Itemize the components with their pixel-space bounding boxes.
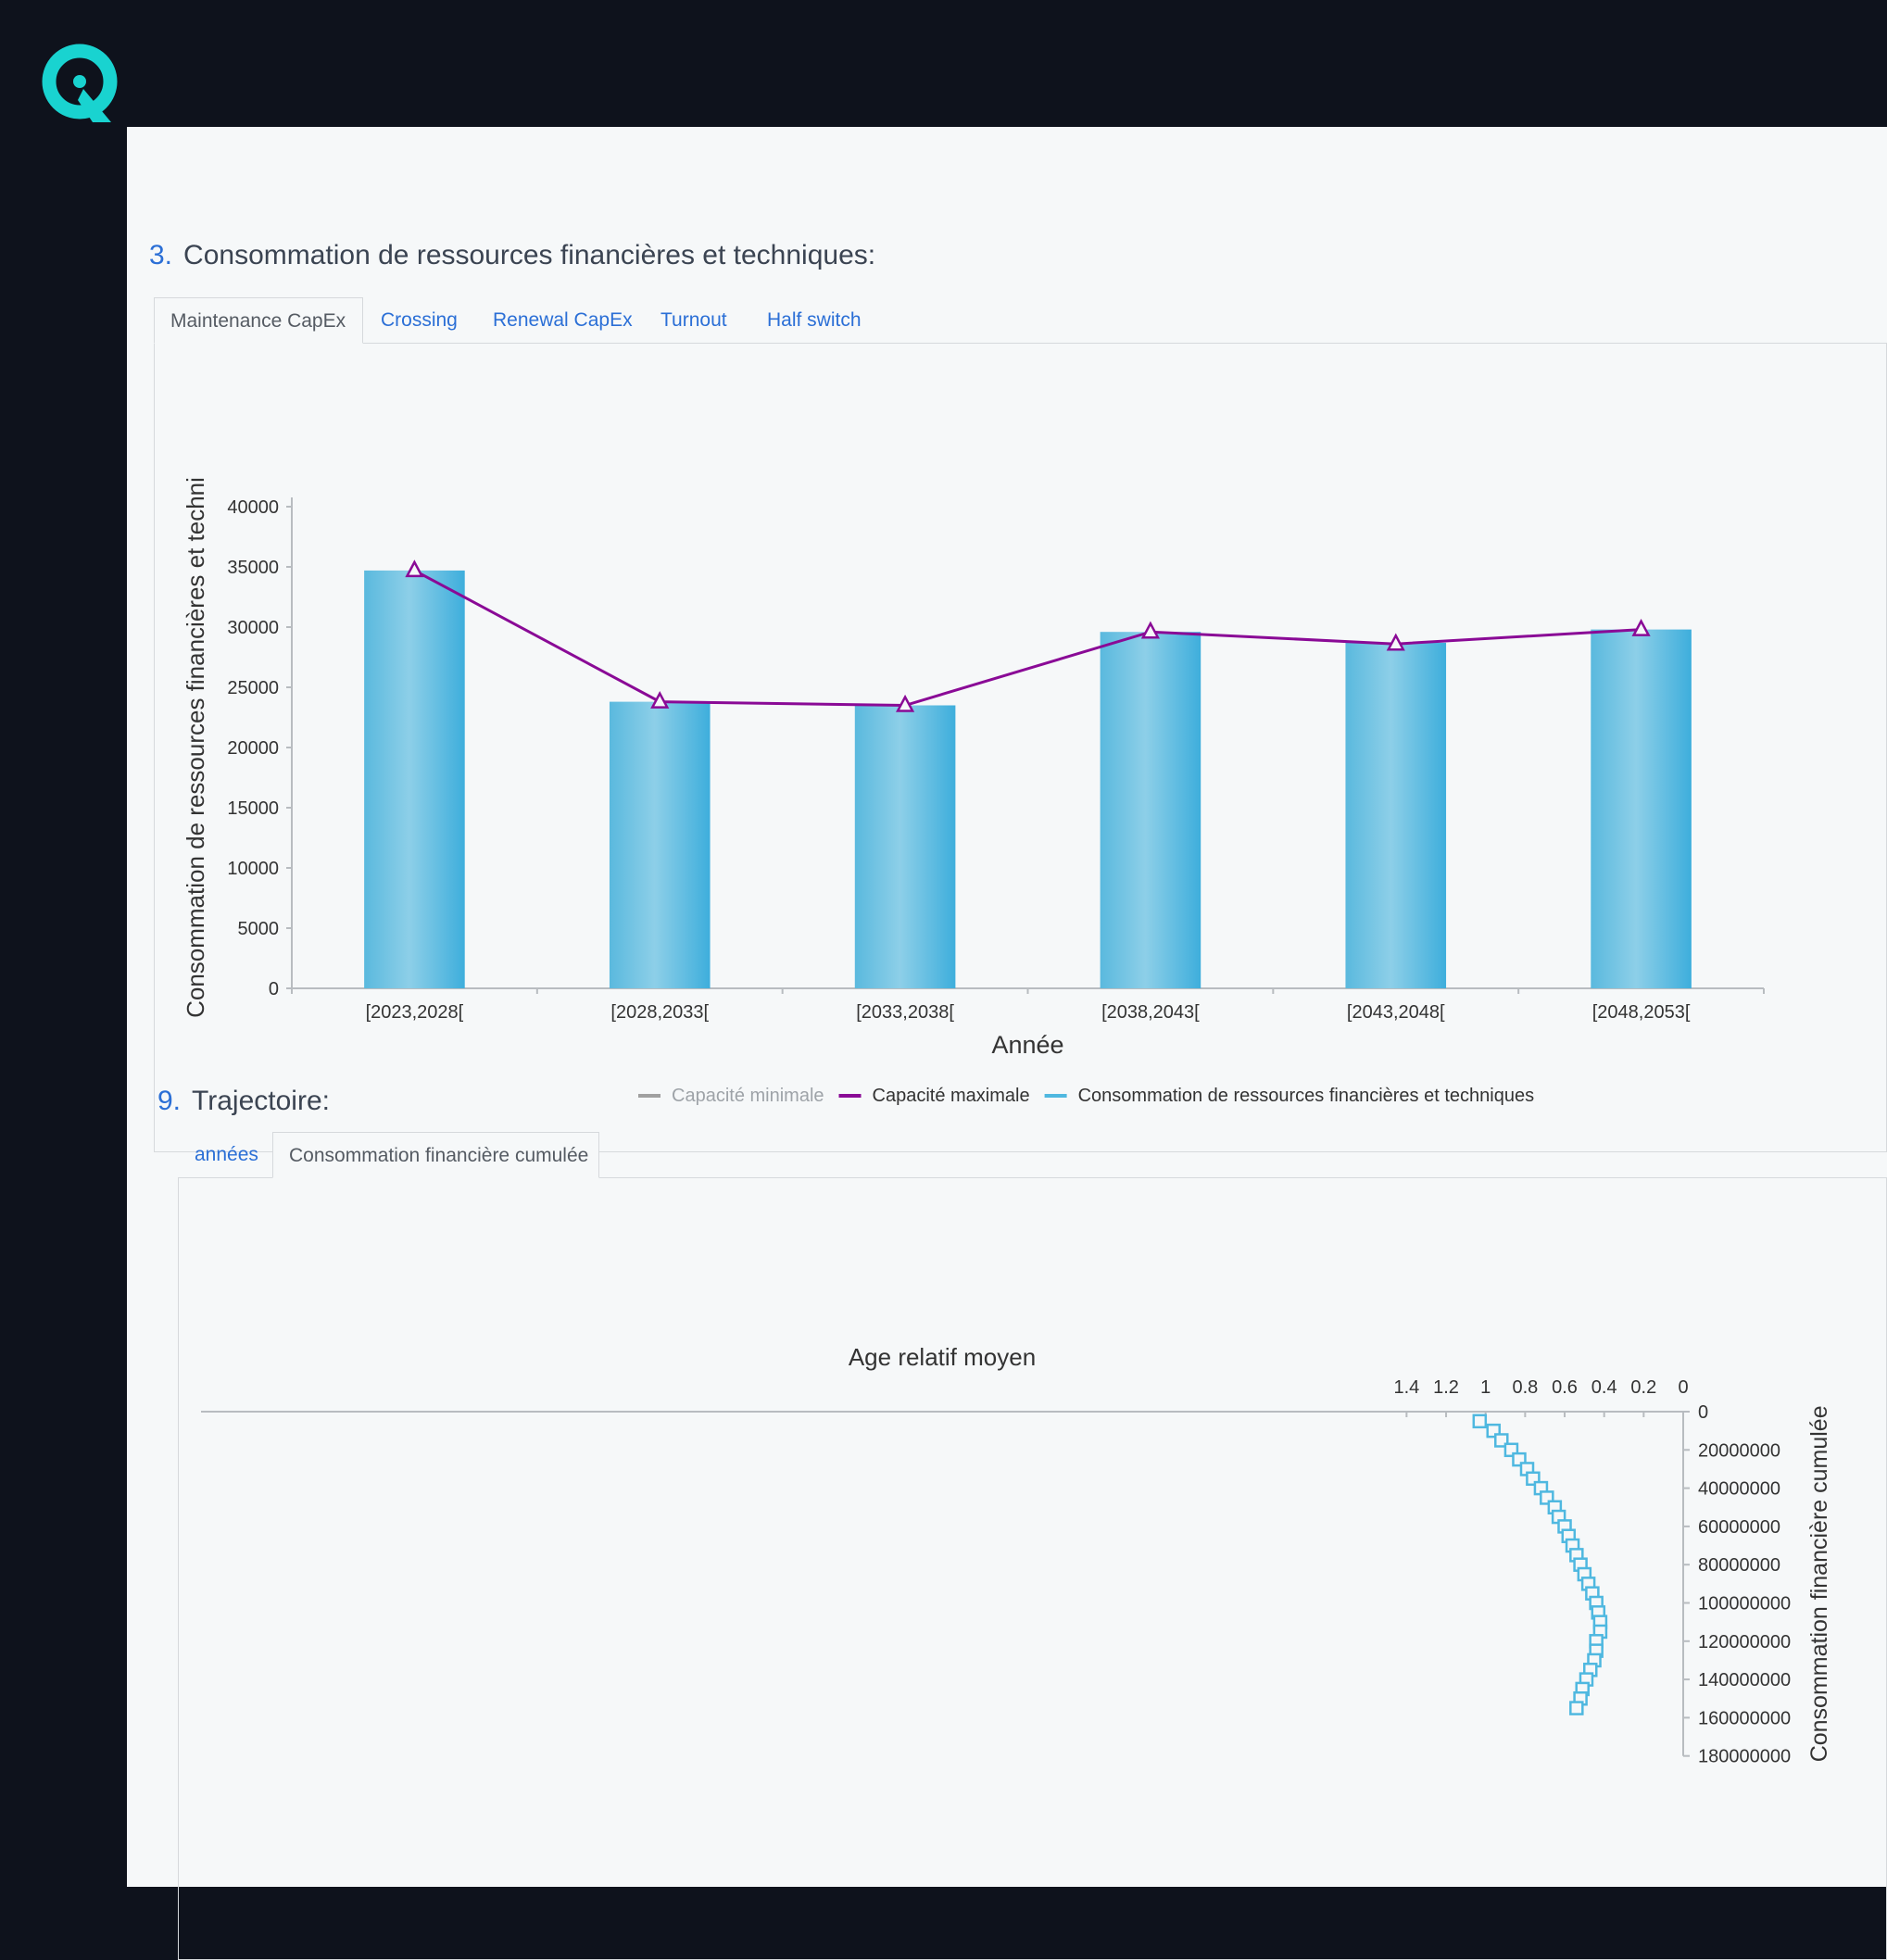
y-tick-label: 100000000 <box>1698 1594 1791 1614</box>
y-tick-label: 35000 <box>227 558 279 578</box>
tab-consommation-cumulee[interactable]: Consommation financière cumulée <box>272 1132 599 1178</box>
scatter-point <box>1472 1413 1488 1429</box>
y-tick-label: 10000 <box>227 859 279 879</box>
y-tick-label: 160000000 <box>1698 1708 1791 1728</box>
line-point-marker <box>650 690 670 709</box>
content-panel: 3. Consommation de ressources financières… <box>127 127 1887 1960</box>
q-logo-icon <box>42 44 118 122</box>
tab-maintenance-capex[interactable]: Maintenance CapEx <box>154 297 363 344</box>
x-axis-title: Age relatif moyen <box>849 1343 1036 1371</box>
tab-crossing[interactable]: Crossing <box>381 309 458 331</box>
bar <box>1591 629 1692 988</box>
tab-renewal-capex[interactable]: Renewal CapEx <box>493 309 633 331</box>
y-tick-label: 0 <box>269 979 279 999</box>
capacite-maximale-line <box>413 569 1642 708</box>
x-tick-label: [2038,2043[ <box>1101 1002 1200 1023</box>
line-point-marker <box>1140 621 1160 639</box>
section-title: 3. Consommation de ressources financières… <box>149 240 875 271</box>
y-tick-label: 20000 <box>227 738 279 759</box>
y-tick-label: 180000000 <box>1698 1747 1791 1767</box>
x-tick-label: [2028,2033[ <box>610 1002 709 1023</box>
y-axis-title: Consommation financière cumulée <box>1806 1405 1832 1762</box>
x-tick-label: [2023,2028[ <box>366 1002 464 1023</box>
legend-label: Capacité minimale <box>672 1086 824 1106</box>
y-tick-label: 0 <box>1698 1402 1708 1423</box>
bar <box>1345 642 1447 988</box>
tab-bar-capex: Maintenance CapEx Crossing Renewal CapEx… <box>154 297 1887 344</box>
section-number: 3. <box>149 240 173 270</box>
x-tick-label: [2033,2038[ <box>856 1002 954 1023</box>
y-tick-label: 25000 <box>227 678 279 698</box>
x-axis-title: Année <box>991 1031 1063 1059</box>
y-tick-label: 40000000 <box>1698 1479 1780 1500</box>
y-axis-title: Consommation de ressources financières e… <box>182 477 209 1018</box>
x-tick-label: 1 <box>1480 1377 1491 1398</box>
y-tick-label: 15000 <box>227 798 279 819</box>
x-tick-label: 0 <box>1678 1377 1688 1398</box>
tab-annees[interactable]: années <box>195 1144 258 1165</box>
y-tick-label: 80000000 <box>1698 1555 1780 1576</box>
section-title: 9. Trajectoire: <box>157 1086 330 1117</box>
y-tick-label: 30000 <box>227 618 279 638</box>
x-tick-label: 1.4 <box>1393 1377 1419 1398</box>
bar <box>854 705 956 988</box>
bar <box>1100 632 1201 988</box>
line-point-marker <box>1386 633 1405 651</box>
y-tick-label: 120000000 <box>1698 1632 1791 1652</box>
legend-label: Consommation de ressources financières e… <box>1078 1086 1534 1106</box>
bar <box>364 570 465 988</box>
x-tick-label: 0.6 <box>1552 1377 1578 1398</box>
line-point-marker <box>1631 618 1651 636</box>
y-tick-label: 60000000 <box>1698 1517 1780 1538</box>
line-point-marker <box>405 559 424 578</box>
tab-turnout[interactable]: Turnout <box>660 309 727 331</box>
trajectoire-scatter-chart: 1.4 1.2 1 0.8 0.6 0.4 0.2 0 Age relatif moyen 0 20… <box>201 1343 1832 1767</box>
bar <box>609 701 711 988</box>
x-tick-label: 0.4 <box>1591 1377 1617 1398</box>
x-tick-label: 0.2 <box>1630 1377 1656 1398</box>
y-tick-label: 140000000 <box>1698 1670 1791 1690</box>
line-point-marker <box>895 694 915 712</box>
y-tick-label: 20000000 <box>1698 1440 1780 1461</box>
x-tick-label: [2048,2053[ <box>1592 1002 1691 1023</box>
x-tick-label: [2043,2048[ <box>1347 1002 1445 1023</box>
tab-half-switch[interactable]: Half switch <box>767 309 862 331</box>
x-tick-label: 0.8 <box>1512 1377 1538 1398</box>
tab-bar-trajectoire: années Consommation financière cumulée <box>178 1132 1887 1178</box>
section-number: 9. <box>157 1086 182 1116</box>
section-title-text: Consommation de ressources financières e… <box>183 240 876 270</box>
capex-bar-chart: 0 5000 10000 15000 20000 25000 30000 35000 40000… <box>182 477 1765 1106</box>
scatter-point <box>1569 1701 1584 1715</box>
y-tick-label: 40000 <box>227 497 279 518</box>
legend-label: Capacité maximale <box>873 1086 1030 1106</box>
section-title-text: Trajectoire: <box>192 1086 330 1116</box>
x-tick-label: 1.2 <box>1433 1377 1459 1398</box>
y-tick-label: 5000 <box>238 919 280 939</box>
